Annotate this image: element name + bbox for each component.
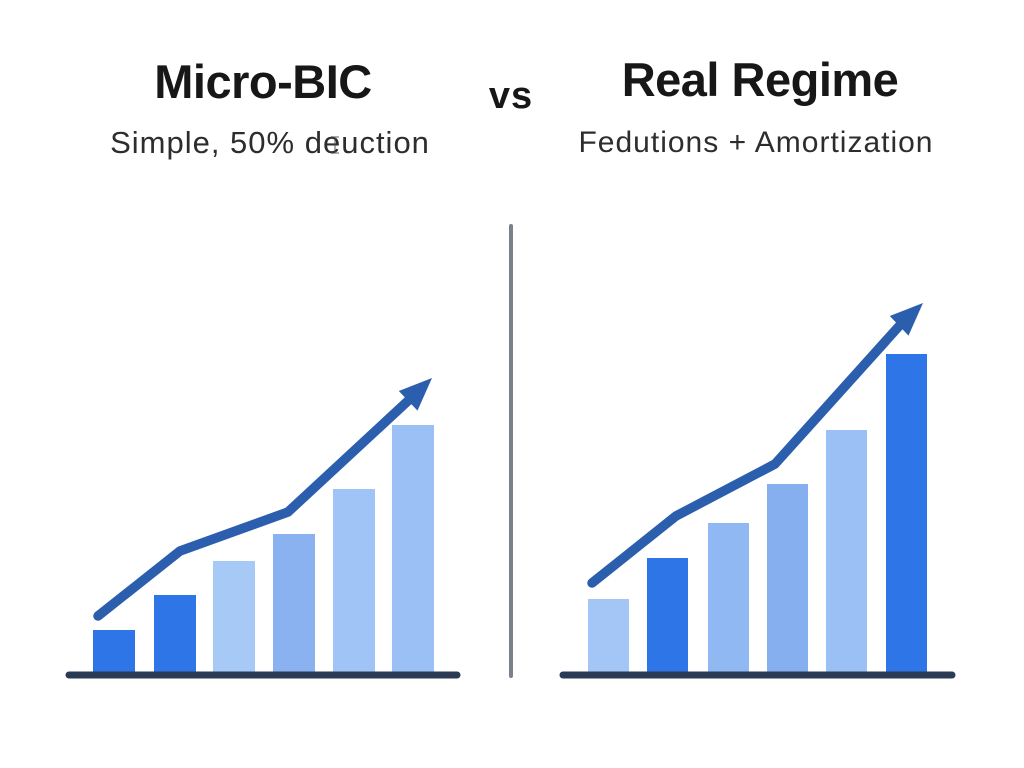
right-chart-subtitle: Fedutions + Amortization bbox=[578, 126, 934, 159]
bar bbox=[647, 558, 688, 672]
bar bbox=[273, 534, 315, 672]
bar bbox=[93, 630, 135, 672]
bar bbox=[333, 489, 375, 672]
mouse-cursor-icon bbox=[330, 136, 340, 154]
micro-bic-chart bbox=[65, 378, 461, 679]
divider-line bbox=[509, 224, 513, 678]
cursor-cap bbox=[331, 136, 339, 138]
real-regime-chart bbox=[559, 303, 956, 679]
right-chart-title: Real Regime bbox=[621, 53, 899, 106]
bar bbox=[826, 430, 867, 672]
trend-line bbox=[93, 394, 415, 621]
bar bbox=[767, 484, 808, 672]
cursor-stem bbox=[334, 137, 336, 153]
trend-line bbox=[587, 319, 906, 588]
bar bbox=[886, 354, 927, 672]
bar bbox=[708, 523, 749, 672]
cursor-cap bbox=[331, 152, 339, 154]
bar bbox=[213, 561, 255, 672]
bar bbox=[392, 425, 434, 672]
arrowhead-icon bbox=[889, 303, 923, 336]
vs-label: vs bbox=[488, 75, 534, 117]
bar bbox=[154, 595, 196, 672]
left-chart-title: Micro-BIC bbox=[154, 55, 372, 108]
left-chart-subtitle: Simple, 50% deuction bbox=[110, 125, 430, 160]
arrowhead-icon bbox=[398, 378, 432, 411]
bar bbox=[588, 599, 629, 672]
